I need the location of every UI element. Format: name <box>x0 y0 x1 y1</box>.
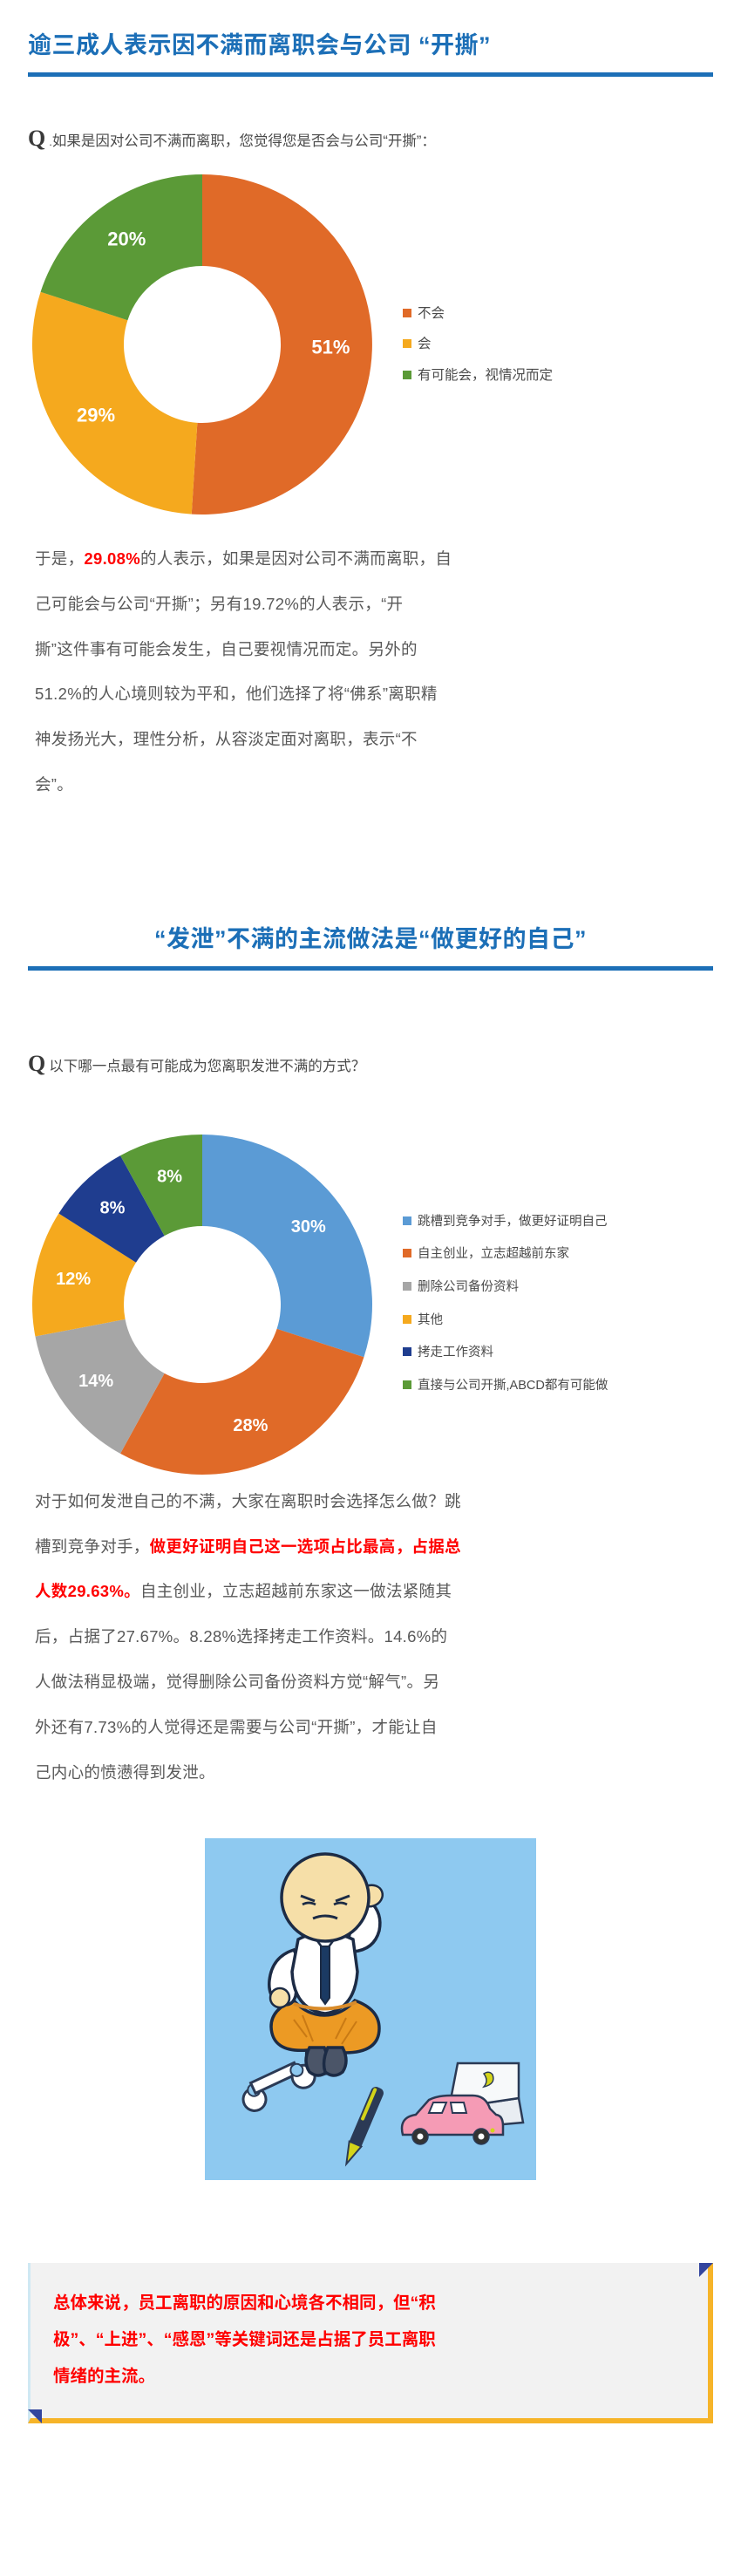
svg-text:12%: 12% <box>56 1270 91 1289</box>
svg-text:28%: 28% <box>233 1416 268 1435</box>
svg-text:51%: 51% <box>311 336 350 358</box>
svg-text:8%: 8% <box>100 1198 126 1217</box>
svg-text:20%: 20% <box>107 228 146 250</box>
svg-text:8%: 8% <box>157 1167 182 1186</box>
svg-text:14%: 14% <box>78 1372 113 1391</box>
svg-text:30%: 30% <box>291 1217 326 1237</box>
svg-text:29%: 29% <box>77 405 115 426</box>
